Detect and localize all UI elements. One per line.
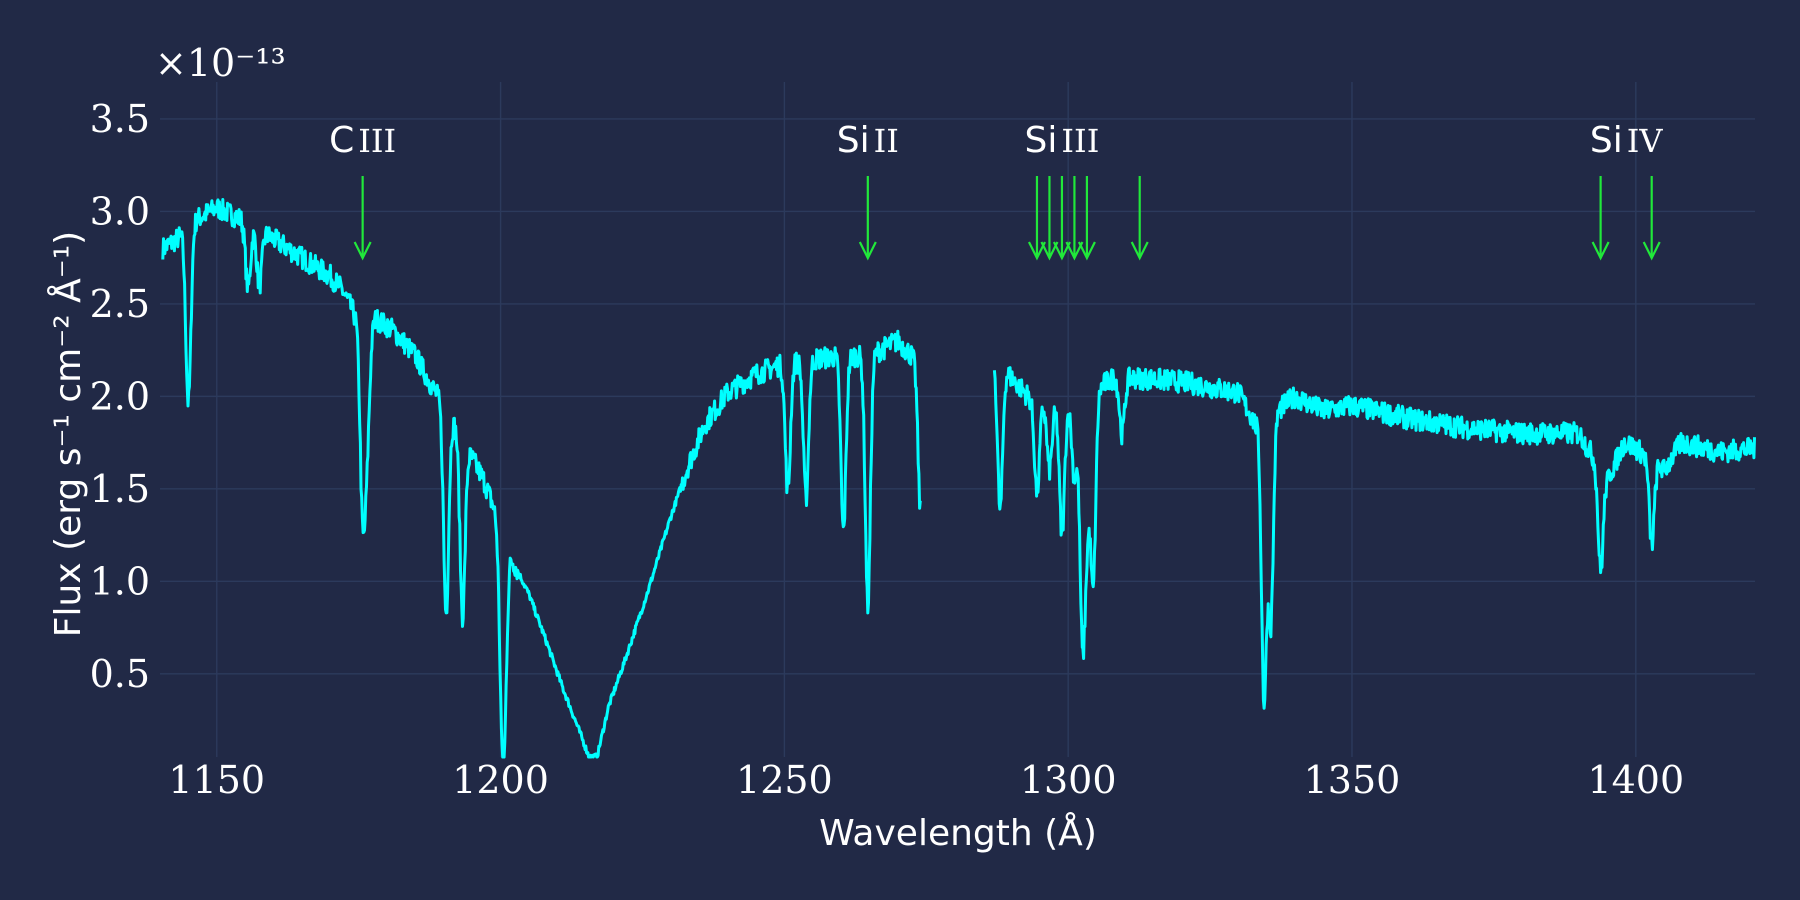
x-tick-label: 1350	[1304, 758, 1401, 802]
tick-labels: 1150 1200 1250 1300 1350 1400 0.5 1.0 1.5 2.0 2.5 3…	[90, 97, 1685, 802]
marker-arrowhead	[1130, 241, 1149, 261]
x-axis-label: Wavelength (Å)	[819, 811, 1097, 854]
y-tick-label: 1.5	[90, 467, 150, 511]
marker-si-ii: Si II	[837, 120, 899, 261]
marker-arrowhead	[1040, 241, 1059, 261]
marker-arrowhead	[1052, 241, 1071, 261]
marker-arrowhead	[1077, 241, 1096, 261]
x-tick-label: 1300	[1020, 758, 1117, 802]
marker-label: Si IV	[1590, 120, 1664, 161]
y-tick-label: 3.5	[90, 97, 150, 141]
marker-arrowhead	[1591, 241, 1610, 261]
marker-arrowhead	[1027, 241, 1046, 261]
x-tick-label: 1400	[1587, 758, 1684, 802]
spectrum-line-2	[992, 366, 1756, 710]
plot-area	[161, 198, 1756, 759]
marker-label: Si II	[837, 120, 899, 161]
y-tick-label: 2.5	[90, 282, 150, 326]
marker-si-iii: Si III	[1025, 120, 1149, 261]
marker-c-iii: C III	[329, 120, 396, 261]
marker-si-iv: Si IV	[1590, 120, 1664, 261]
y-tick-label: 0.5	[90, 652, 150, 696]
marker-arrowhead	[1065, 241, 1084, 261]
x-tick-label: 1250	[736, 758, 833, 802]
marker-arrowhead	[353, 241, 372, 261]
y-multiplier-label: ×10⁻¹³	[155, 41, 286, 85]
marker-arrowhead	[1642, 241, 1661, 261]
grid-lines	[160, 82, 1755, 757]
line-markers: C III Si II Si III Si IV	[329, 120, 1664, 261]
marker-label: Si III	[1025, 120, 1100, 161]
x-tick-label: 1200	[452, 758, 549, 802]
spectrum-line-1	[161, 198, 922, 759]
y-tick-label: 3.0	[90, 189, 150, 233]
y-axis-label: Flux (erg s⁻¹ cm⁻² Å⁻¹)	[46, 231, 89, 637]
marker-arrowhead	[858, 241, 877, 261]
y-tick-label: 1.0	[90, 559, 150, 603]
x-tick-label: 1150	[168, 758, 265, 802]
marker-label: C III	[329, 120, 396, 161]
y-tick-label: 2.0	[90, 374, 150, 418]
